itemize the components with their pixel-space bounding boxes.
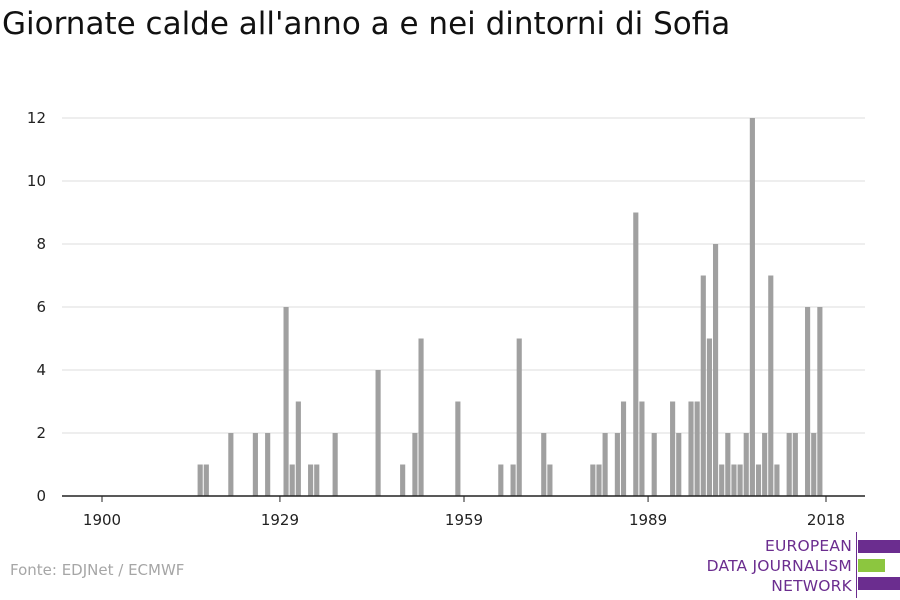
bar-2013	[792, 433, 798, 496]
bar-1958	[455, 401, 461, 496]
bar-2010	[774, 464, 780, 496]
y-tick-label-12: 12	[27, 109, 46, 127]
y-tick-label-2: 2	[36, 424, 46, 442]
bar-2005	[743, 433, 749, 496]
bar-2009	[768, 275, 774, 496]
logo-line-1: EUROPEAN	[764, 537, 852, 555]
bars	[197, 118, 823, 496]
bar-1931	[289, 464, 295, 496]
bar-1984	[614, 433, 620, 496]
edjnet-logo: EUROPEAN DATA JOURNALISM NETWORK	[706, 530, 900, 600]
x-tick-label-1929: 1929	[261, 511, 299, 529]
y-tick-label-6: 6	[36, 298, 46, 316]
bar-1990	[651, 433, 657, 496]
bar-1965	[498, 464, 504, 496]
logo-bar-green	[858, 559, 885, 572]
x-tick-label-1900: 1900	[83, 511, 121, 529]
grid-lines	[62, 117, 865, 434]
bar-1930	[283, 307, 289, 496]
y-tick-label-8: 8	[36, 235, 46, 253]
logo-bar-purple-bottom	[858, 577, 900, 590]
bar-1993	[670, 401, 676, 496]
bar-1987	[633, 212, 639, 496]
bar-1967	[510, 464, 516, 496]
bar-2015	[805, 307, 811, 496]
bar-2004	[737, 464, 743, 496]
bar-2016	[811, 433, 817, 496]
bar-1927	[265, 433, 271, 496]
bar-1921	[228, 433, 234, 496]
bar-2003	[731, 464, 737, 496]
y-tick-labels: 0 2 4 6 8 10 12	[27, 109, 46, 505]
bar-1932	[295, 401, 301, 496]
bar-1997	[694, 401, 700, 496]
logo-line-3: NETWORK	[771, 577, 852, 595]
bar-2006	[749, 118, 755, 496]
bar-1935	[314, 464, 320, 496]
bar-1994	[676, 433, 682, 496]
bar-1985	[620, 401, 627, 496]
bar-1952	[418, 338, 424, 496]
y-tick-label-0: 0	[36, 487, 46, 505]
bar-1972	[541, 433, 547, 496]
bar-2002	[725, 433, 731, 496]
bar-1949	[400, 464, 406, 496]
bar-1981	[596, 464, 602, 496]
y-tick-label-10: 10	[27, 172, 46, 190]
logo-bar-purple-top	[858, 540, 900, 553]
bar-1945	[375, 370, 381, 496]
x-tick-label-2018: 2018	[807, 511, 845, 529]
bar-1980	[590, 464, 596, 496]
bar-2000	[712, 244, 719, 496]
y-tick-label-4: 4	[36, 361, 46, 379]
bar-1968	[516, 338, 522, 496]
bar-2012	[786, 433, 792, 496]
bar-2008	[762, 433, 768, 496]
bar-1973	[547, 464, 553, 496]
bar-1951	[412, 433, 418, 496]
logo-line-2: DATA JOURNALISM	[706, 557, 852, 575]
bar-1934	[308, 464, 314, 496]
axes	[62, 495, 865, 502]
bar-1996	[688, 401, 694, 496]
bar-1938	[332, 433, 338, 496]
chart-title: Giornate calde all'anno a e nei dintorni…	[2, 6, 731, 42]
bar-2007	[755, 464, 762, 496]
bar-2017	[817, 307, 823, 496]
x-tick-label-1989: 1989	[629, 511, 667, 529]
x-tick-label-1959: 1959	[445, 511, 483, 529]
bar-1916	[197, 464, 203, 496]
bar-1998	[700, 275, 706, 496]
bar-1917	[203, 464, 209, 496]
bar-1988	[639, 401, 645, 496]
bar-1982	[602, 433, 608, 496]
source-note: Fonte: EDJNet / ECMWF	[10, 561, 185, 579]
bar-1925	[252, 433, 258, 496]
bar-2001	[719, 464, 725, 496]
logo-divider	[856, 532, 857, 598]
x-tick-labels: 1900 1929 1959 1989 2018	[83, 511, 845, 529]
bar-1999	[706, 338, 712, 496]
